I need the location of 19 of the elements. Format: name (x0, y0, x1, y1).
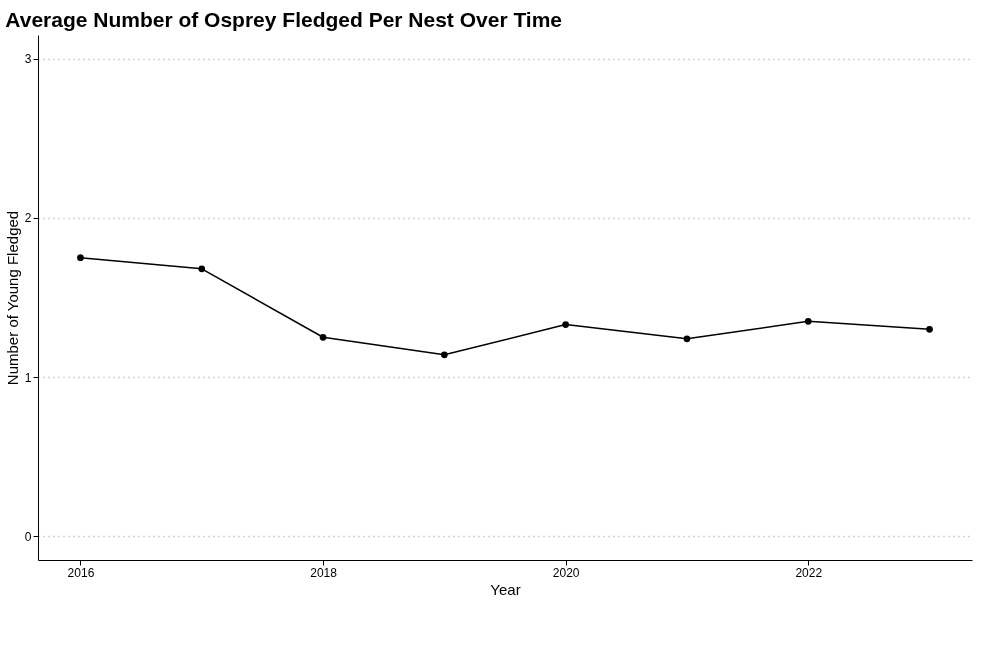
point (319, 333, 327, 341)
x-axis-title: Year (490, 580, 521, 598)
point (198, 265, 206, 273)
y-axis-title: Number of Young Fledged (3, 210, 21, 386)
point (683, 335, 691, 343)
x-tick-label: 2016 (67, 565, 95, 580)
point (441, 351, 448, 359)
y-tick-label: 1 (24, 370, 32, 385)
x-tick-label: 2022 (795, 565, 823, 580)
y-tick-label: 0 (24, 529, 32, 544)
point (804, 318, 812, 325)
point (562, 321, 569, 328)
x-tick-label: 2018 (310, 565, 338, 580)
y-tick-label: 2 (24, 211, 32, 226)
x-tick-label: 2020 (552, 565, 580, 580)
point (77, 254, 84, 262)
y-tick-label: 3 (24, 52, 32, 67)
chart-title: Average Number of Osprey Fledged Per Nest Over Time (5, 8, 563, 31)
point (926, 325, 933, 333)
